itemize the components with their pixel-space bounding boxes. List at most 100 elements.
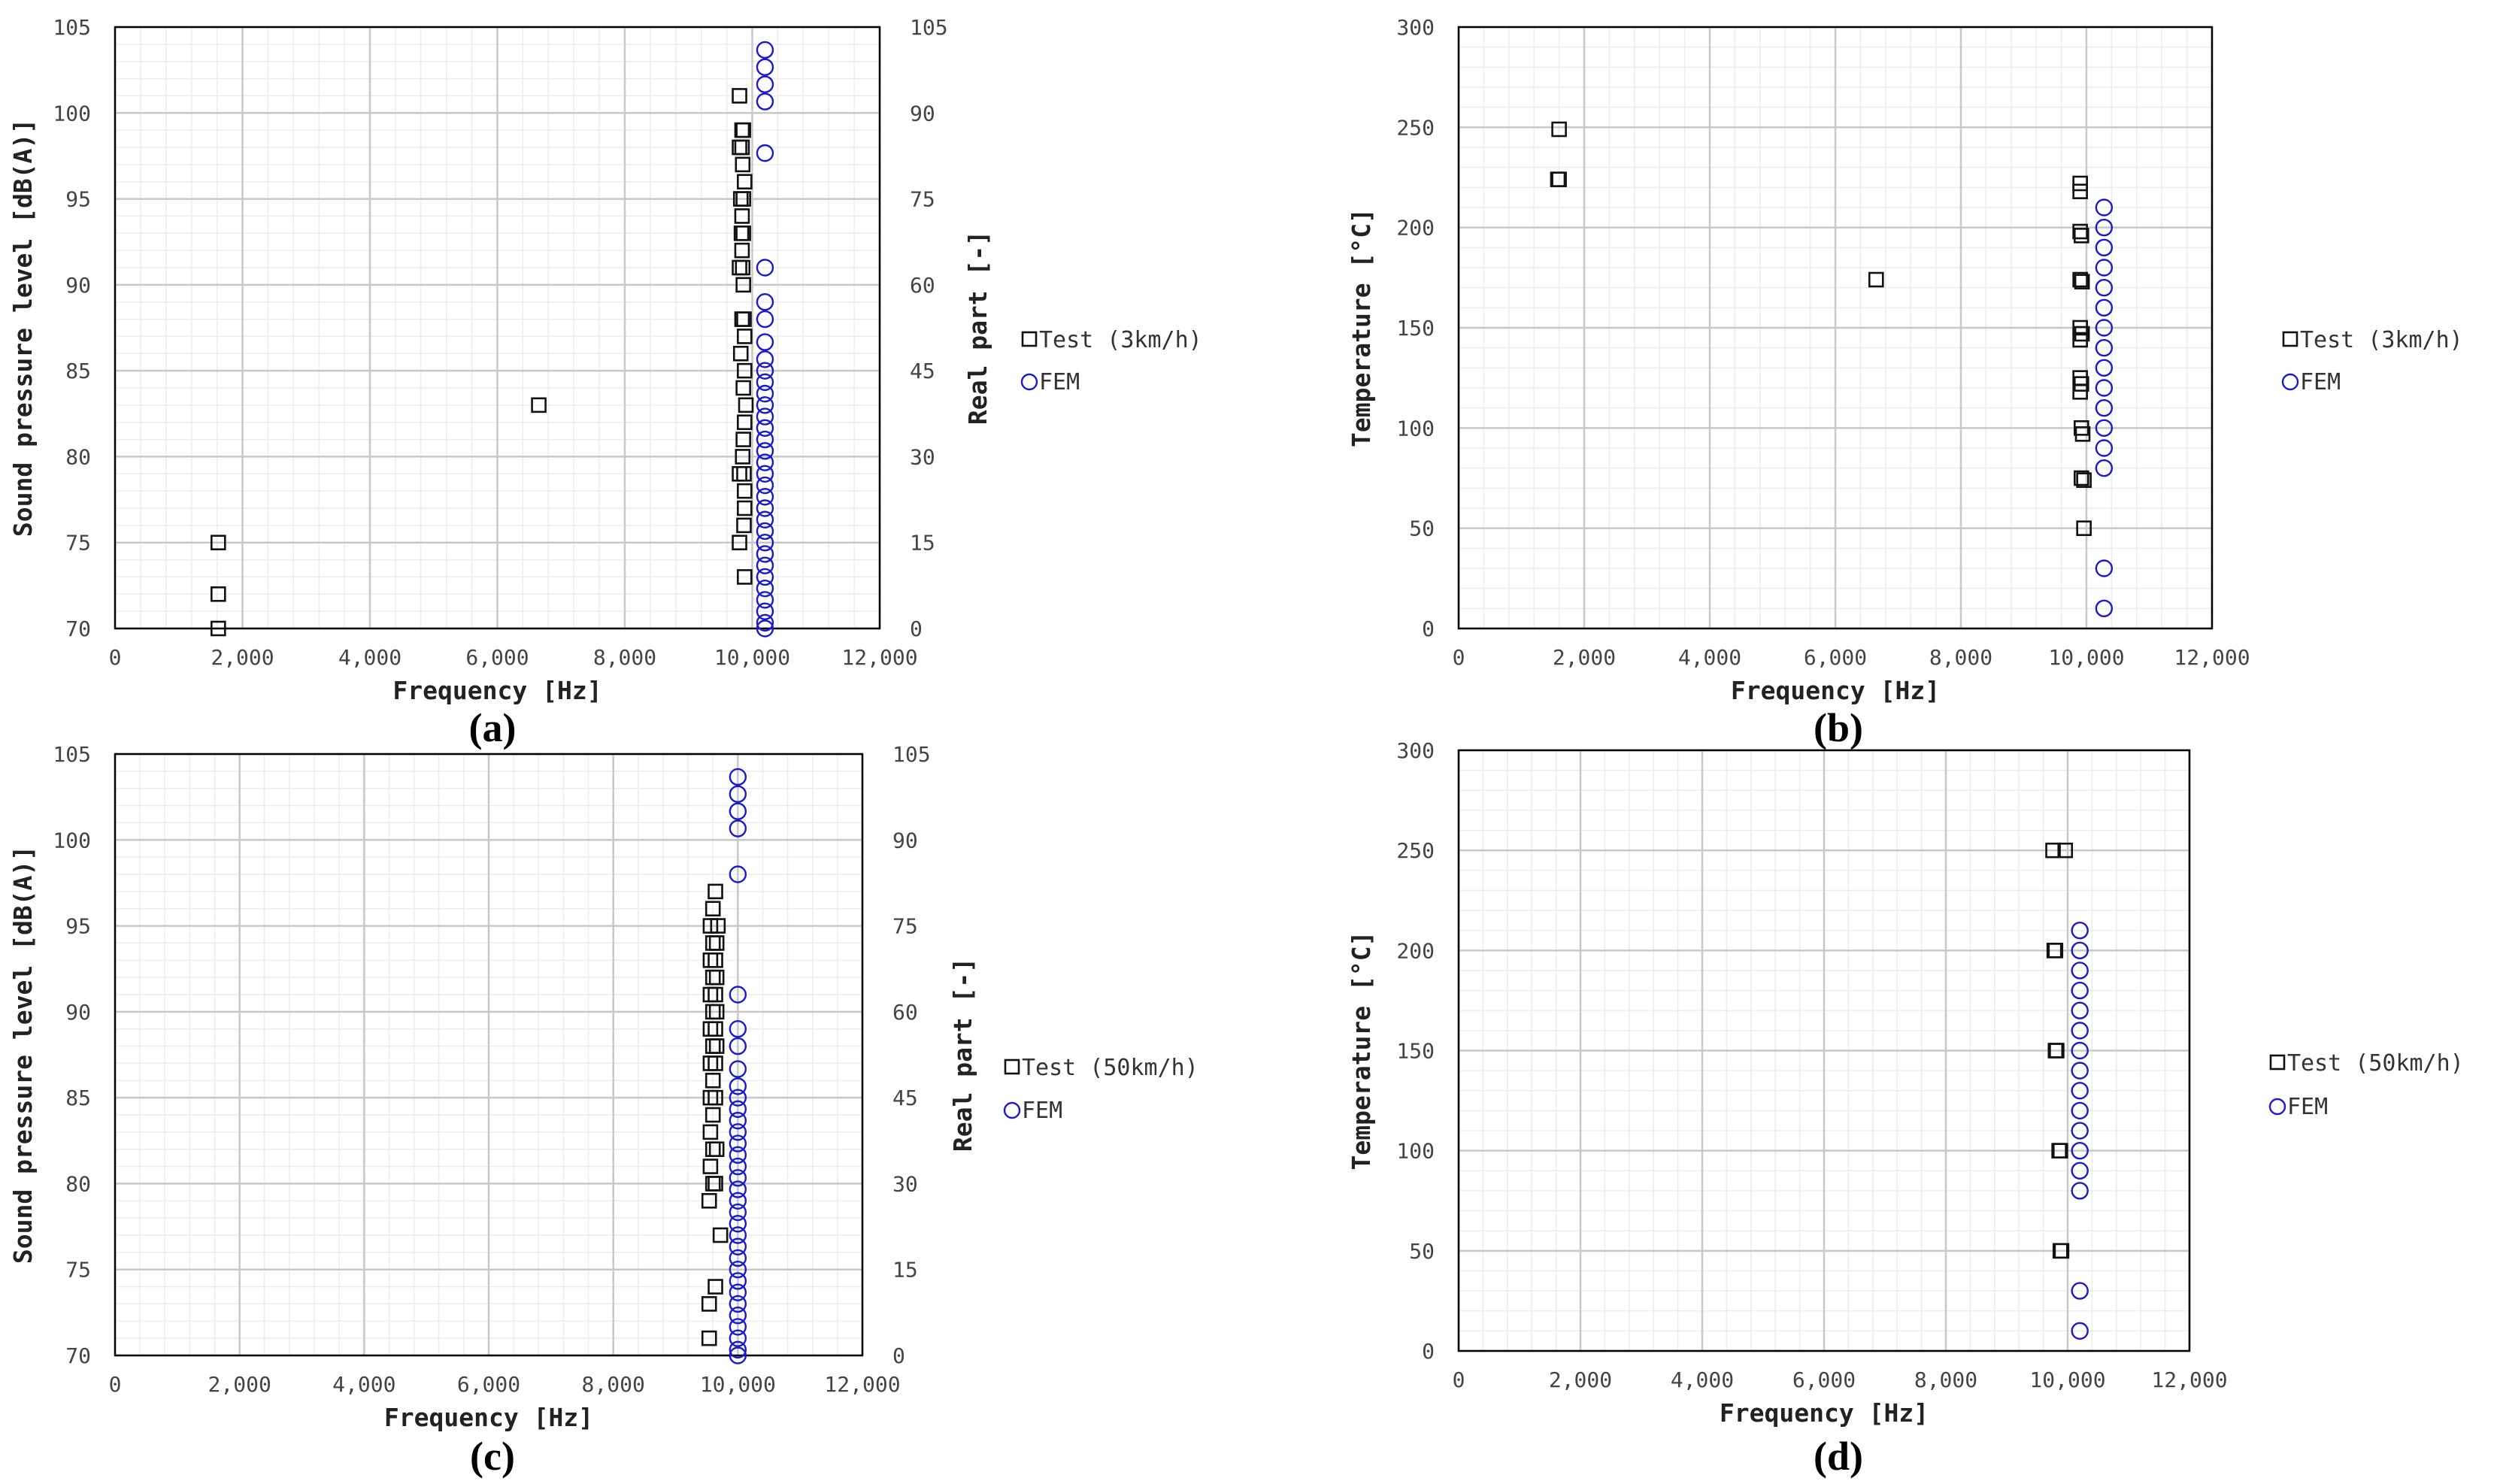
legend-fem-marker [1003, 1101, 1021, 1119]
y-tick-label: 200 [1396, 938, 1435, 963]
fem-point [756, 453, 774, 471]
fem-point [2095, 559, 2114, 577]
y-tick-label: 90 [65, 273, 91, 298]
fem-point [2071, 1282, 2089, 1300]
y2-tick-label: 105 [910, 15, 948, 40]
test-point [2074, 470, 2089, 486]
test-point [735, 259, 751, 276]
fem-point [729, 1089, 747, 1107]
x-tick-label: 10,000 [700, 1372, 776, 1397]
fem-point [2071, 941, 2089, 960]
test-point [708, 1004, 725, 1020]
test-point [708, 986, 723, 1003]
fem-point [756, 407, 774, 426]
fem-point [756, 465, 774, 483]
y-axis-label: Sound pressure level [dB(A)] [8, 846, 38, 1264]
x-axis-label: Frequency [Hz] [384, 1403, 593, 1432]
x-tick-label: 0 [109, 1372, 122, 1397]
fem-point [756, 591, 774, 609]
fem-point [756, 144, 774, 162]
y-tick-label: 150 [1396, 1039, 1435, 1064]
fem-point [756, 41, 774, 59]
test-point [2072, 223, 2088, 240]
test-point [2076, 520, 2092, 536]
fem-point [729, 865, 747, 883]
y-tick-label: 150 [1396, 316, 1435, 341]
test-point [708, 969, 725, 986]
fem-point [756, 613, 774, 632]
test-point [732, 535, 747, 551]
y-tick-label: 300 [1396, 15, 1435, 40]
legend-test-marker [2269, 1054, 2286, 1071]
test-point [701, 1330, 717, 1346]
test-point [734, 242, 750, 259]
y-tick-label: 100 [1396, 416, 1435, 441]
fem-point [2095, 599, 2114, 618]
fem-point [729, 1283, 747, 1301]
test-point [2072, 183, 2088, 199]
test-point [2072, 271, 2088, 288]
fem-point [2095, 398, 2114, 417]
x-tick-label: 4,000 [1678, 645, 1741, 670]
y2-tick-label: 15 [892, 1258, 918, 1283]
test-point [735, 156, 751, 173]
fem-point [756, 545, 774, 563]
fem-point [756, 442, 774, 460]
y2-tick-label: 0 [892, 1343, 905, 1368]
fem-point [729, 1111, 747, 1130]
test-point [2057, 842, 2074, 859]
fem-point [729, 1060, 747, 1078]
y-tick-label: 85 [65, 1086, 91, 1110]
fem-point [756, 534, 774, 552]
y-tick-label: 50 [1409, 516, 1435, 541]
test-point [705, 1072, 721, 1089]
fem-point [756, 430, 774, 449]
fem-point [729, 1249, 747, 1267]
y-tick-label: 250 [1396, 115, 1435, 140]
x-tick-label: 6,000 [457, 1372, 520, 1397]
test-point [2074, 376, 2089, 392]
x-tick-label: 8,000 [593, 645, 656, 670]
y-tick-label: 50 [1409, 1239, 1435, 1264]
test-point [737, 329, 753, 344]
fem-point [729, 1261, 747, 1279]
fem-point [2071, 1182, 2089, 1200]
x-tick-label: 6,000 [1804, 645, 1867, 670]
y-tick-label: 75 [65, 531, 91, 556]
legend-fem-label: FEM [1039, 369, 1080, 395]
y-axis-label: Sound pressure level [dB(A)] [8, 119, 38, 537]
y-tick-label: 100 [1396, 1139, 1435, 1164]
legend-test-label: Test (50km/h) [2287, 1050, 2464, 1077]
fem-point [2095, 379, 2114, 397]
fem-point [2095, 198, 2114, 217]
test-point [1551, 121, 1567, 138]
fem-point [756, 419, 774, 438]
fem-point [2071, 1161, 2089, 1180]
chart-a: 0 2,000 4,000 6,000 8,000 10,000 12,000 70 75 80 8… [8, 15, 1202, 750]
x-tick-label: 0 [1453, 645, 1465, 670]
fem-point [756, 476, 774, 495]
test-point [732, 345, 749, 362]
fem-point [729, 1192, 747, 1210]
legend-test-label: Test (3km/h) [1039, 327, 1202, 353]
y2-axis-label: Real part [-] [963, 231, 992, 425]
fem-point [756, 384, 774, 403]
test-point [708, 1279, 723, 1295]
panel-label: (a) [469, 705, 517, 750]
x-tick-label: 2,000 [208, 1372, 271, 1397]
y2-tick-label: 45 [892, 1086, 918, 1110]
fem-point [729, 1329, 747, 1347]
test-point [702, 1158, 719, 1174]
test-point [710, 918, 726, 934]
y2-tick-label: 30 [892, 1171, 918, 1196]
test-point [735, 225, 751, 241]
x-tick-label: 8,000 [1929, 645, 1992, 670]
fem-point [2071, 1141, 2089, 1160]
y-tick-label: 95 [65, 914, 91, 939]
legend-test-label: Test (3km/h) [2300, 327, 2463, 353]
x-tick-label: 12,000 [2151, 1367, 2227, 1392]
test-point [732, 88, 747, 104]
fem-point [756, 396, 774, 414]
fem-point [2095, 338, 2114, 357]
fem-point [756, 58, 774, 77]
